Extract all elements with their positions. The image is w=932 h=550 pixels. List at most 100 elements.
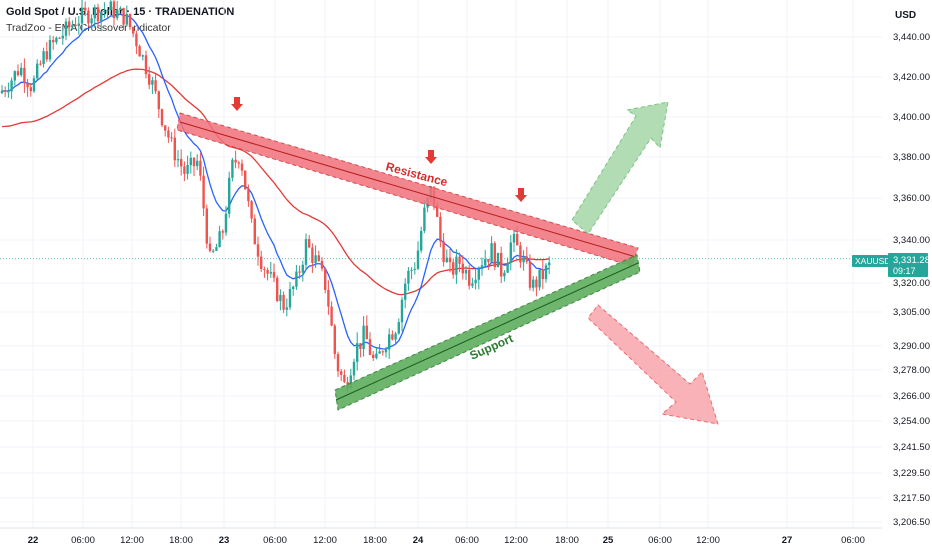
candle	[116, 9, 119, 19]
candle	[336, 354, 340, 372]
x-tick-label: 24	[413, 535, 424, 546]
ema-fast	[1, 13, 550, 350]
candle	[442, 241, 445, 263]
candle	[388, 334, 391, 350]
candle	[48, 39, 52, 60]
candle	[173, 137, 176, 161]
candle	[45, 51, 48, 60]
candle	[157, 91, 160, 110]
candle	[202, 175, 205, 209]
candles	[0, 0, 551, 393]
candle	[324, 268, 327, 290]
currency-label: USD	[895, 10, 916, 21]
candle	[26, 83, 29, 88]
x-tick-label: 12:00	[313, 535, 337, 546]
candle	[263, 269, 266, 271]
candle	[0, 90, 4, 93]
countdown: 09:17	[893, 266, 916, 276]
candle	[349, 375, 352, 389]
candle	[480, 265, 484, 269]
x-tick-label: 12:00	[504, 535, 528, 546]
candle	[548, 262, 551, 266]
x-tick-label: 12:00	[696, 535, 720, 546]
candle	[410, 269, 413, 271]
candle	[484, 259, 487, 266]
chart-title: Gold Spot / U.S. Dollar · 15 · TRADENATI…	[6, 6, 235, 18]
x-tick-label: 25	[603, 535, 614, 546]
candle	[525, 256, 528, 262]
candle	[253, 218, 256, 245]
candle	[189, 157, 192, 166]
candle	[260, 256, 263, 270]
candle	[445, 257, 448, 263]
candle	[55, 37, 58, 43]
candle	[320, 260, 324, 269]
candle	[464, 269, 468, 274]
candle	[231, 159, 234, 178]
candle	[269, 272, 272, 274]
x-tick-label: 18:00	[555, 535, 579, 546]
down-breakout-arrow	[587, 304, 719, 425]
candle	[180, 159, 183, 167]
candle	[87, 10, 90, 24]
candle	[77, 23, 80, 26]
time-axis[interactable]	[0, 528, 932, 550]
candle	[244, 170, 247, 190]
y-tick-label: 3,320.00	[893, 278, 930, 289]
candle	[477, 268, 480, 280]
resistance-touch-arrow	[425, 150, 437, 164]
candle	[42, 51, 45, 65]
candle	[288, 288, 292, 308]
candle	[183, 166, 186, 174]
candle	[247, 189, 250, 202]
candle	[164, 125, 167, 131]
candle	[285, 307, 288, 310]
x-tick-label: 06:00	[648, 535, 672, 546]
candle	[135, 33, 138, 47]
candle	[487, 259, 490, 262]
candle	[237, 162, 240, 164]
candle	[448, 257, 452, 263]
candle	[208, 243, 212, 251]
y-tick-label: 3,380.00	[893, 152, 930, 163]
candle	[279, 294, 282, 302]
candle	[36, 63, 39, 79]
candle	[90, 18, 93, 24]
ema-fast-line	[1, 13, 550, 350]
candle	[365, 325, 368, 340]
candle	[199, 160, 202, 176]
candle	[314, 255, 317, 264]
candle	[13, 71, 16, 81]
candle	[503, 272, 506, 277]
candle	[496, 252, 500, 268]
candle	[333, 325, 336, 355]
y-tick-label: 3,266.00	[893, 391, 930, 402]
candle	[343, 374, 346, 383]
candle	[16, 71, 20, 76]
candle	[186, 165, 189, 174]
candle	[151, 80, 154, 85]
breakout-arrows	[571, 101, 719, 425]
candle	[109, 1, 112, 11]
candle	[468, 269, 471, 286]
candle	[356, 343, 359, 362]
candle	[298, 271, 301, 273]
candle	[132, 27, 135, 34]
resistance-touch-arrow	[231, 97, 243, 111]
candle	[4, 90, 7, 92]
price-value: 3,331.28	[893, 255, 930, 266]
x-tick-label: 27	[782, 535, 793, 546]
candle	[68, 21, 71, 28]
candle	[205, 208, 208, 244]
candle	[362, 325, 365, 350]
y-tick-label: 3,340.00	[893, 235, 930, 246]
candle	[544, 265, 548, 280]
candle	[413, 268, 416, 270]
candle	[359, 343, 362, 350]
candle	[119, 7, 122, 10]
candle	[436, 205, 439, 217]
candle	[308, 239, 311, 248]
candle	[458, 256, 461, 264]
